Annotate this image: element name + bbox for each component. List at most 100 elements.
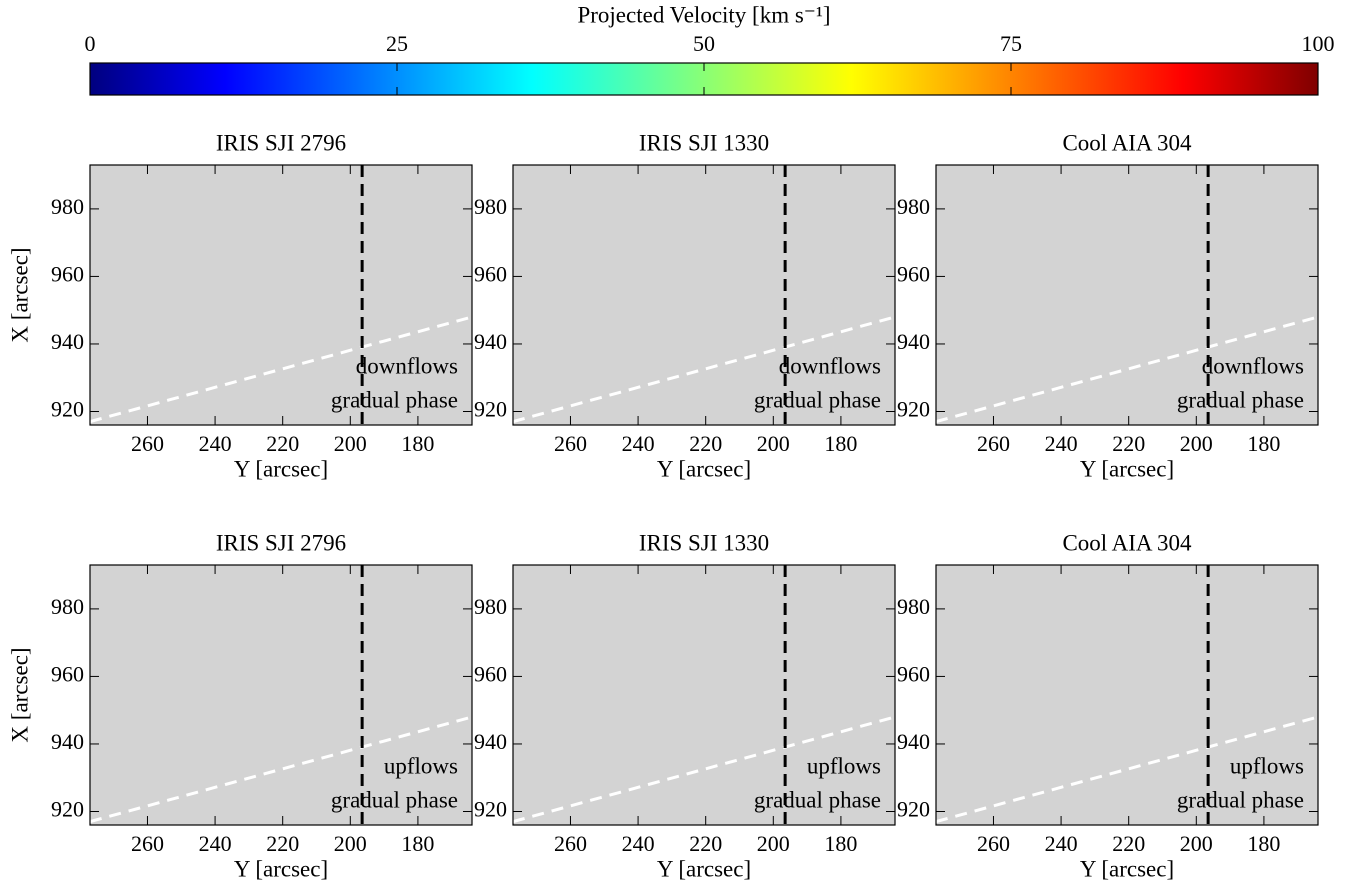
x-tick-label: 180 — [401, 431, 434, 456]
x-tick-label: 200 — [757, 431, 790, 456]
x-tick-label: 180 — [401, 831, 434, 856]
y-tick-label: 980 — [897, 194, 930, 219]
panel-frame — [935, 564, 1319, 826]
panel-title: IRIS SJI 2796 — [216, 130, 346, 155]
x-tick-label: 240 — [1045, 831, 1078, 856]
x-tick-label: 200 — [1180, 431, 1213, 456]
x-tick-label: 200 — [334, 431, 367, 456]
y-tick-label: 980 — [51, 594, 84, 619]
y-tick-label: 920 — [897, 797, 930, 822]
y-tick-label: 980 — [897, 594, 930, 619]
x-axis-label: Y [arcsec] — [1080, 856, 1174, 881]
x-tick-label: 220 — [266, 431, 299, 456]
phase-annotation: gradual phase — [754, 387, 881, 412]
x-axis-label: Y [arcsec] — [1080, 456, 1174, 481]
flow-annotation: upflows — [384, 753, 458, 778]
x-tick-label: 200 — [334, 831, 367, 856]
panel-title: Cool AIA 304 — [1062, 530, 1192, 555]
panel-title: IRIS SJI 2796 — [216, 530, 346, 555]
x-tick-label: 260 — [131, 831, 164, 856]
panel-background — [90, 565, 472, 825]
y-axis-label: X [arcsec] — [7, 247, 32, 342]
y-axis-label: X [arcsec] — [7, 647, 32, 742]
limb-line — [512, 715, 896, 824]
x-tick-label: 220 — [1112, 431, 1145, 456]
panel-title: IRIS SJI 1330 — [639, 530, 769, 555]
x-tick-label: 220 — [1112, 831, 1145, 856]
panel-background — [90, 165, 472, 425]
limb-line — [935, 715, 1319, 824]
y-tick-label: 940 — [897, 329, 930, 354]
limb-line — [89, 315, 473, 424]
x-tick-label: 220 — [689, 431, 722, 456]
flow-annotation: downflows — [356, 353, 458, 378]
panel: 260 240 220 200 180 920 940 960 980 IRIS SJI 1330… — [474, 130, 896, 481]
panel-title: Cool AIA 304 — [1062, 130, 1192, 155]
x-tick-label: 260 — [977, 831, 1010, 856]
x-tick-label: 260 — [977, 431, 1010, 456]
x-axis-label: Y [arcsec] — [657, 856, 751, 881]
colorbar-tick-label: 0 — [85, 31, 96, 56]
flow-annotation: downflows — [779, 353, 881, 378]
x-tick-label: 240 — [622, 831, 655, 856]
panel: 260 240 220 200 180 920 940 960 980 IRIS SJI 2796… — [7, 130, 473, 481]
colorbar-tick-label: 50 — [693, 31, 715, 56]
y-tick-label: 920 — [897, 397, 930, 422]
phase-annotation: gradual phase — [1177, 387, 1304, 412]
x-tick-label: 180 — [824, 831, 857, 856]
colorbar-tick-label: 25 — [386, 31, 408, 56]
colorbar-tick-label: 75 — [1000, 31, 1022, 56]
panel-frame — [512, 164, 896, 426]
phase-annotation: gradual phase — [1177, 787, 1304, 812]
x-tick-label: 260 — [131, 431, 164, 456]
panel-frame — [89, 564, 473, 826]
colorbar-label: Projected Velocity [km s⁻¹] — [577, 2, 830, 27]
x-axis-label: Y [arcsec] — [234, 456, 328, 481]
panel-background — [513, 165, 895, 425]
y-tick-label: 960 — [897, 261, 930, 286]
flow-annotation: downflows — [1202, 353, 1304, 378]
x-tick-label: 200 — [757, 831, 790, 856]
phase-annotation: gradual phase — [754, 787, 881, 812]
limb-line — [935, 315, 1319, 424]
x-tick-label: 240 — [622, 431, 655, 456]
y-tick-label: 960 — [474, 661, 507, 686]
y-tick-label: 920 — [474, 397, 507, 422]
panel-frame — [512, 564, 896, 826]
flow-annotation: upflows — [1230, 753, 1304, 778]
x-tick-label: 240 — [1045, 431, 1078, 456]
panel-frame — [89, 164, 473, 426]
x-tick-label: 260 — [554, 831, 587, 856]
panel: 260 240 220 200 180 920 940 960 980 IRIS SJI 2796… — [7, 530, 473, 881]
panel: 260 240 220 200 180 920 940 960 980 IRIS SJI 1330… — [474, 530, 896, 881]
flow-annotation: upflows — [807, 753, 881, 778]
x-tick-label: 240 — [199, 431, 232, 456]
x-axis-label: Y [arcsec] — [657, 456, 751, 481]
panel: 260 240 220 200 180 920 940 960 980 Cool AIA 304 Y… — [897, 130, 1319, 481]
y-tick-label: 920 — [51, 397, 84, 422]
x-tick-label: 220 — [266, 831, 299, 856]
panel-background — [936, 165, 1318, 425]
colorbar-tick-label: 100 — [1302, 31, 1335, 56]
y-tick-label: 940 — [474, 729, 507, 754]
y-tick-label: 960 — [474, 261, 507, 286]
x-tick-label: 180 — [1247, 831, 1280, 856]
y-tick-label: 920 — [474, 797, 507, 822]
x-tick-label: 200 — [1180, 831, 1213, 856]
y-tick-label: 980 — [474, 194, 507, 219]
x-tick-label: 180 — [824, 431, 857, 456]
y-tick-label: 980 — [51, 194, 84, 219]
x-tick-label: 240 — [199, 831, 232, 856]
y-tick-label: 940 — [474, 329, 507, 354]
y-tick-label: 980 — [474, 594, 507, 619]
y-tick-label: 940 — [897, 729, 930, 754]
y-tick-label: 960 — [51, 261, 84, 286]
x-tick-label: 180 — [1247, 431, 1280, 456]
phase-annotation: gradual phase — [331, 387, 458, 412]
panel-frame — [935, 164, 1319, 426]
panel-title: IRIS SJI 1330 — [639, 130, 769, 155]
x-tick-label: 260 — [554, 431, 587, 456]
x-axis-label: Y [arcsec] — [234, 856, 328, 881]
